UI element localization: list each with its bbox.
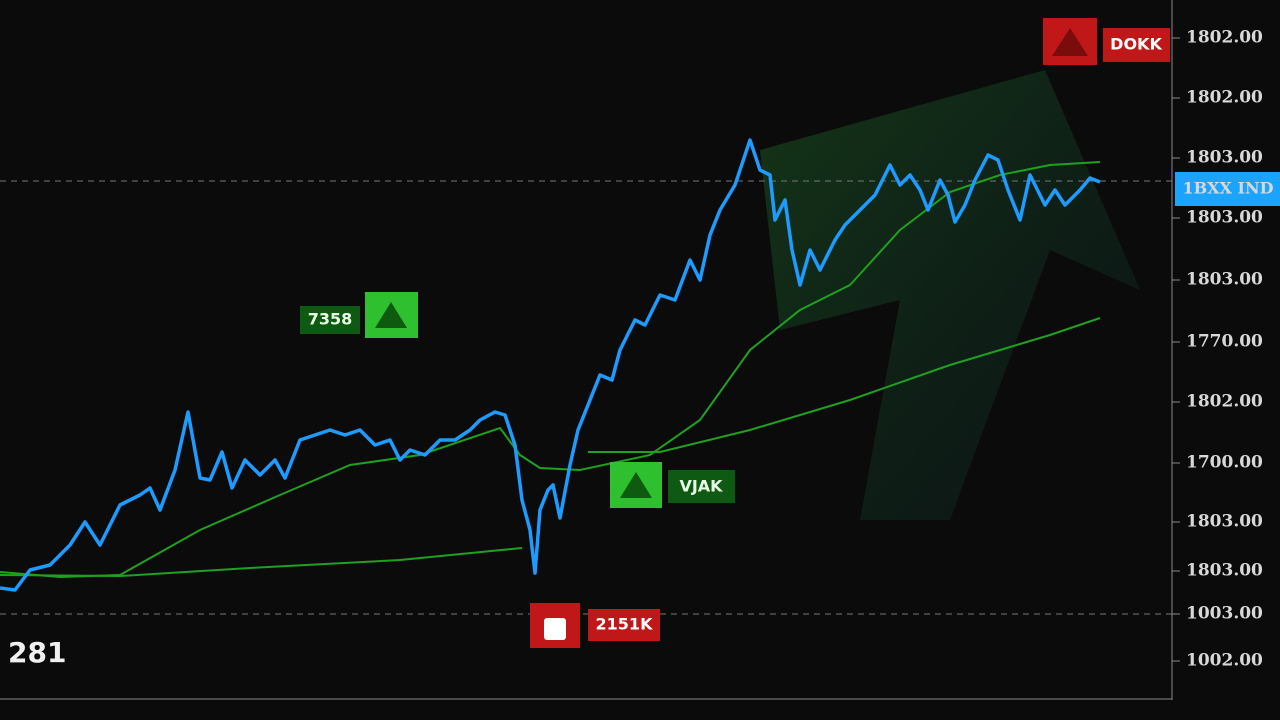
footer-value: 281 bbox=[8, 636, 66, 669]
trend-arrow bbox=[760, 70, 1140, 520]
buy-label: VJAK bbox=[679, 477, 723, 496]
current-price-tag bbox=[1175, 172, 1280, 206]
stop-icon-glyph bbox=[544, 618, 566, 640]
price-axis-label: 1803.00 bbox=[1186, 512, 1263, 532]
buy-label-box bbox=[300, 306, 360, 334]
sell-label-box bbox=[1103, 28, 1170, 62]
price-axis-label: 1803.00 bbox=[1186, 270, 1263, 290]
buy-icon-glyph bbox=[620, 472, 652, 498]
price-axis: 1802.00 1802.00 1803.00 1803.00 1803.00 1770.… bbox=[1172, 28, 1263, 671]
price-axis-label: 1003.00 bbox=[1186, 604, 1263, 624]
buy-label: 7358 bbox=[308, 310, 353, 329]
buy-label-box bbox=[668, 470, 735, 503]
price-axis-label: 1770.00 bbox=[1186, 332, 1263, 352]
price-axis-label: 1803.00 bbox=[1186, 208, 1263, 228]
stop-label-box bbox=[588, 609, 660, 641]
sell-label: DOKK bbox=[1110, 35, 1162, 54]
price-axis-label: 1802.00 bbox=[1186, 88, 1263, 108]
price-axis-label: 1700.00 bbox=[1186, 453, 1263, 473]
price-axis-label: 1002.00 bbox=[1186, 651, 1263, 671]
moving-average-fast bbox=[0, 161, 1101, 579]
moving-average-slow bbox=[0, 547, 523, 578]
sell-icon-glyph bbox=[1052, 28, 1088, 56]
price-line bbox=[0, 138, 1101, 592]
price-axis-label: 1803.00 bbox=[1186, 148, 1263, 168]
current-price: 1BXX IND bbox=[1182, 179, 1273, 198]
buy-icon-glyph bbox=[375, 302, 407, 328]
moving-average-slow bbox=[588, 317, 1101, 453]
price-axis-label: 1802.00 bbox=[1186, 392, 1263, 412]
stop-label: 2151K bbox=[596, 615, 654, 634]
price-axis-label: 1803.00 bbox=[1186, 561, 1263, 581]
price-axis-label: 1802.00 bbox=[1186, 28, 1263, 48]
